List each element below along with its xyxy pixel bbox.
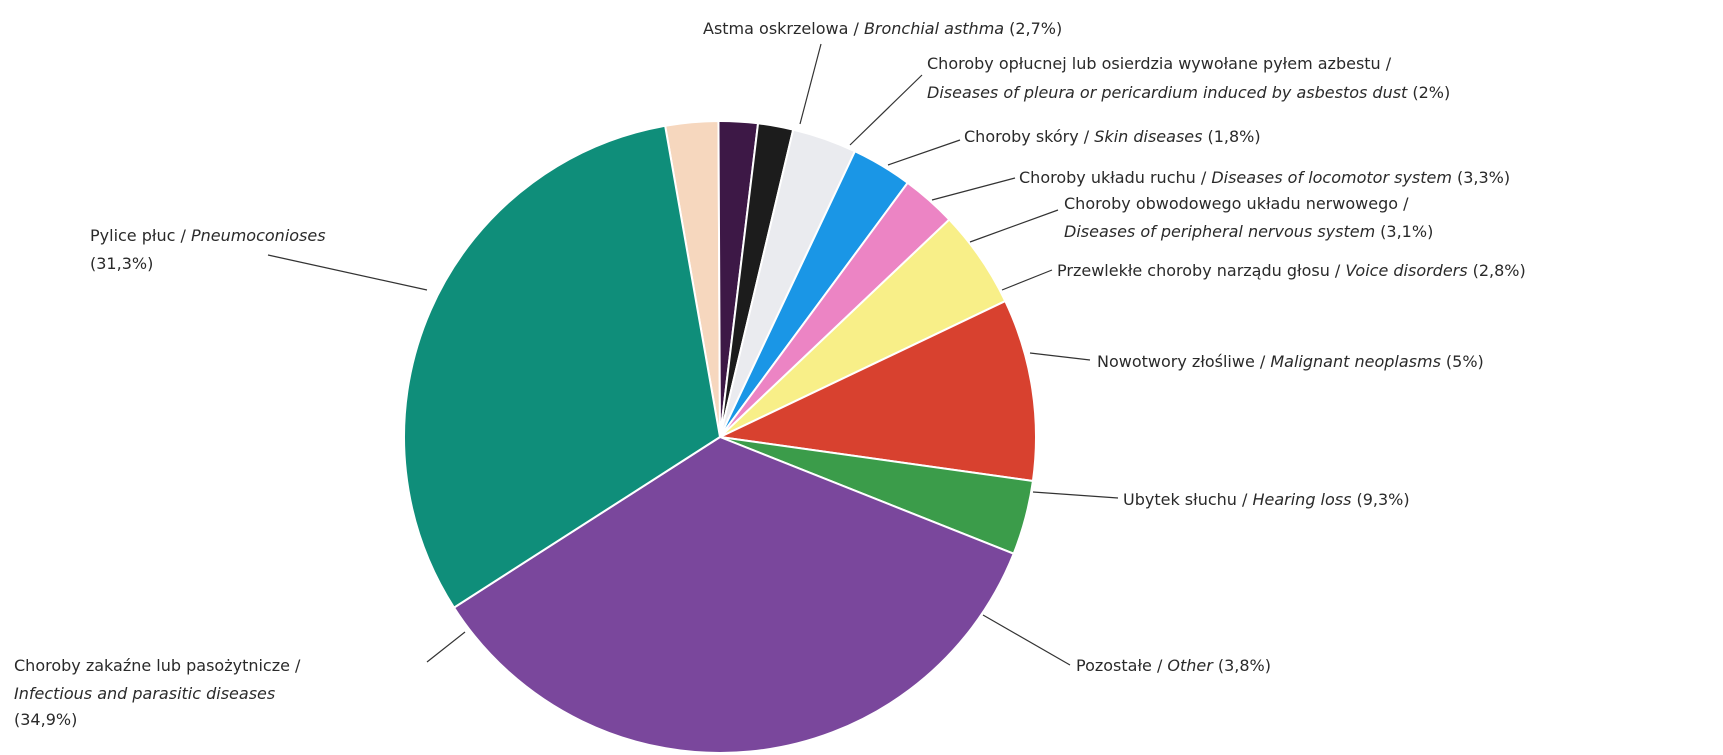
label-skin-pct: (1,8%) [1207,127,1260,146]
label-locomotor-pl: Choroby układu ruchu / [1019,168,1211,187]
label-asbestos-pl: Choroby opłucnej lub osierdzia wywołane … [927,54,1392,73]
label-nervous-line2: Diseases of peripheral nervous system (3,… [1064,222,1433,241]
label-voice-en: Voice disorders [1345,261,1467,280]
label-other: Pozostałe / Other (3,8%) [1076,656,1271,675]
label-pneumoconioses-en: Pneumoconioses [191,226,326,245]
label-hearing-pl: Ubytek słuchu / [1123,490,1252,509]
label-pneumoconioses-pct: (31,3%) [90,254,153,273]
label-neoplasms-en: Malignant neoplasms [1270,352,1441,371]
label-hearing: Ubytek słuchu / Hearing loss (9,3%) [1123,490,1410,509]
label-voice-pct: (2,8%) [1473,261,1526,280]
label-neoplasms-pct: (5%) [1446,352,1484,371]
label-other-pct: (3,8%) [1218,656,1271,675]
pie-slices [403,119,1037,754]
label-infectious-line1: Choroby zakaźne lub pasożytnicze / [14,656,301,675]
label-asthma-pl: Astma oskrzelowa / [703,19,864,38]
label-hearing-en: Hearing loss [1252,490,1351,509]
label-skin-pl: Choroby skóry / [964,127,1094,146]
label-pneumoconioses-line1: Pylice płuc / Pneumoconioses [90,226,326,245]
leader-line-neoplasms [1029,352,1091,361]
label-asthma-en: Bronchial asthma [864,19,1004,38]
leader-line-pneumoconioses [267,254,428,291]
label-infectious-en: Infectious and parasitic diseases [14,684,275,703]
label-asbestos-pct: (2%) [1412,83,1450,102]
label-infectious-line2: Infectious and parasitic diseases [14,684,275,703]
leader-line-infectious [426,631,466,663]
label-asthma: Astma oskrzelowa / Bronchial asthma (2,7%… [703,19,1062,38]
leader-line-skin [887,139,961,166]
label-skin-en: Skin diseases [1094,127,1202,146]
leader-line-asthma [799,43,822,125]
label-nervous-en: Diseases of peripheral nervous system [1064,222,1375,241]
leader-line-asbestos [849,74,923,146]
label-voice: Przewlekłe choroby narządu głosu / Voice… [1057,261,1526,280]
label-asbestos-en: Diseases of pleura or pericardium induce… [927,83,1408,102]
label-locomotor-en: Diseases of locomotor system [1211,168,1452,187]
label-pneumoconioses-pl: Pylice płuc / [90,226,191,245]
label-nervous-pl: Choroby obwodowego układu nerwowego / [1064,194,1409,213]
label-infectious-line3: (34,9%) [14,710,77,729]
label-nervous-line1: Choroby obwodowego układu nerwowego / [1064,194,1409,213]
leader-line-nervous [969,209,1059,243]
label-voice-pl: Przewlekłe choroby narządu głosu / [1057,261,1345,280]
label-asbestos-line1: Choroby opłucnej lub osierdzia wywołane … [927,54,1392,73]
leader-line-voice [1001,269,1053,291]
label-hearing-pct: (9,3%) [1356,490,1409,509]
label-asbestos-line2: Diseases of pleura or pericardium induce… [927,83,1450,102]
leader-lines [267,43,1119,666]
leader-line-other [982,614,1071,666]
label-neoplasms: Nowotwory złośliwe / Malignant neoplasms… [1097,352,1484,371]
label-pneumoconioses-line2: (31,3%) [90,254,153,273]
label-locomotor-pct: (3,3%) [1457,168,1510,187]
pie-slice-pneumoconioses [403,124,722,610]
label-skin: Choroby skóry / Skin diseases (1,8%) [964,127,1261,146]
label-neoplasms-pl: Nowotwory złośliwe / [1097,352,1270,371]
label-asthma-pct: (2,7%) [1009,19,1062,38]
leader-line-hearing [1032,491,1119,499]
label-locomotor: Choroby układu ruchu / Diseases of locom… [1019,168,1510,187]
label-infectious-pl: Choroby zakaźne lub pasożytnicze / [14,656,301,675]
pie-slice-infectious [452,435,1015,754]
label-infectious-pct: (34,9%) [14,710,77,729]
leader-line-locomotor [931,177,1016,201]
label-other-en: Other [1167,656,1214,675]
pie-slice-hearing [716,299,1037,483]
label-nervous-pct: (3,1%) [1380,222,1433,241]
label-other-pl: Pozostałe / [1076,656,1167,675]
